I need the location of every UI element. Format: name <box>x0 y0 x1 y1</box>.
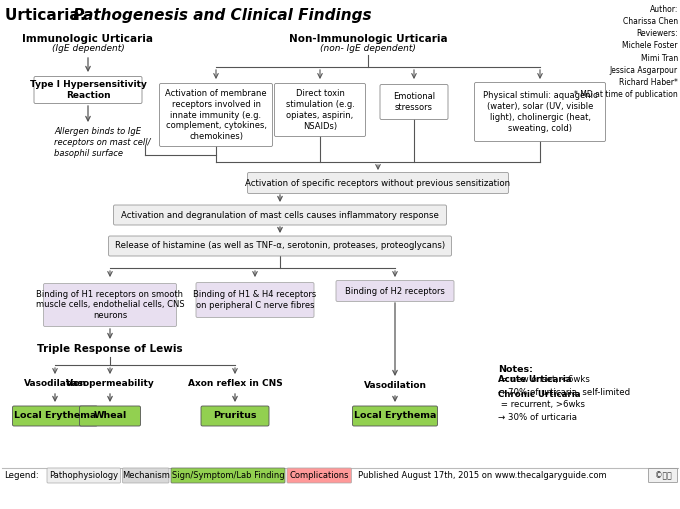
Text: Urticaria:: Urticaria: <box>5 8 91 23</box>
Text: Notes:: Notes: <box>498 365 533 374</box>
Text: Axon reflex in CNS: Axon reflex in CNS <box>188 379 282 388</box>
FancyBboxPatch shape <box>80 406 141 426</box>
Text: Sign/Symptom/Lab Finding: Sign/Symptom/Lab Finding <box>171 471 284 480</box>
Text: Release of histamine (as well as TNF-α, serotonin, proteases, proteoglycans): Release of histamine (as well as TNF-α, … <box>115 241 445 250</box>
FancyBboxPatch shape <box>122 468 169 483</box>
Text: Vasopermeability: Vasopermeability <box>66 379 154 388</box>
Text: Author:
Charissa Chen
Reviewers:
Michele Foster
Mimi Tran
Jessica Asgarpour
Rich: Author: Charissa Chen Reviewers: Michele… <box>574 5 678 99</box>
FancyBboxPatch shape <box>287 468 352 483</box>
FancyBboxPatch shape <box>649 468 677 483</box>
FancyBboxPatch shape <box>47 468 120 483</box>
FancyBboxPatch shape <box>201 406 269 426</box>
Text: Pathogenesis and Clinical Findings: Pathogenesis and Clinical Findings <box>73 8 372 23</box>
Text: Type I Hypersensitivity
Reaction: Type I Hypersensitivity Reaction <box>29 80 146 100</box>
FancyBboxPatch shape <box>114 205 447 225</box>
Text: Binding of H1 & H4 receptors
on peripheral C nerve fibres: Binding of H1 & H4 receptors on peripher… <box>193 290 317 310</box>
FancyBboxPatch shape <box>171 468 285 483</box>
Text: Binding of H1 receptors on smooth
muscle cells, endothelial cells, CNS
neurons: Binding of H1 receptors on smooth muscle… <box>35 290 184 320</box>
Text: Direct toxin
stimulation (e.g.
opiates, aspirin,
NSAIDs): Direct toxin stimulation (e.g. opiates, … <box>286 90 354 131</box>
Text: Pruritus: Pruritus <box>214 411 257 420</box>
FancyBboxPatch shape <box>336 280 454 301</box>
FancyBboxPatch shape <box>248 173 509 193</box>
Text: Triple Response of Lewis: Triple Response of Lewis <box>37 344 183 354</box>
Text: Published August 17th, 2015 on www.thecalgaryguide.com: Published August 17th, 2015 on www.theca… <box>358 471 607 480</box>
Text: Vasodilation: Vasodilation <box>24 379 86 388</box>
FancyBboxPatch shape <box>44 284 177 326</box>
Text: Binding of H2 receptors: Binding of H2 receptors <box>345 287 445 296</box>
FancyBboxPatch shape <box>275 83 366 136</box>
Text: Chronic Urticaria: Chronic Urticaria <box>498 390 581 399</box>
Text: Emotional
stressors: Emotional stressors <box>393 92 435 112</box>
FancyBboxPatch shape <box>109 236 452 256</box>
Text: (non- IgE dependent): (non- IgE dependent) <box>320 44 416 53</box>
Text: Local Erythema: Local Erythema <box>354 411 436 420</box>
FancyBboxPatch shape <box>380 84 448 120</box>
Text: Mechanism: Mechanism <box>122 471 170 480</box>
Text: Complications: Complications <box>290 471 349 480</box>
Text: Acute Urticaria: Acute Urticaria <box>498 375 571 384</box>
Text: Activation of membrane
receptors involved in
innate immunity (e.g.
complement, c: Activation of membrane receptors involve… <box>165 89 267 141</box>
Text: = new onset, <6wks
→ 70% of urticaria, self-limited
 = recurrent, >6wks
→ 30% of: = new onset, <6wks → 70% of urticaria, s… <box>498 375 630 421</box>
FancyBboxPatch shape <box>475 82 605 142</box>
Text: Activation of specific receptors without previous sensitization: Activation of specific receptors without… <box>245 179 511 187</box>
Text: Vasodilation: Vasodilation <box>364 381 426 390</box>
FancyBboxPatch shape <box>12 406 97 426</box>
Text: (IgE dependent): (IgE dependent) <box>52 44 124 53</box>
FancyBboxPatch shape <box>352 406 437 426</box>
Text: Activation and degranulation of mast cells causes inflammatory response: Activation and degranulation of mast cel… <box>121 211 439 219</box>
Text: Legend:: Legend: <box>4 471 39 480</box>
Text: Non-Immunologic Urticaria: Non-Immunologic Urticaria <box>289 34 447 44</box>
FancyBboxPatch shape <box>160 83 273 147</box>
Text: Local Erythema: Local Erythema <box>14 411 96 420</box>
Text: Allergen binds to IgE
receptors on mast cell/
basophil surface: Allergen binds to IgE receptors on mast … <box>54 127 150 158</box>
Text: Wheal: Wheal <box>93 411 126 420</box>
FancyBboxPatch shape <box>196 282 314 318</box>
Text: Immunologic Urticaria: Immunologic Urticaria <box>22 34 154 44</box>
FancyBboxPatch shape <box>34 76 142 103</box>
Text: ©ⓄⓈ: ©ⓄⓈ <box>655 471 671 480</box>
Text: Physical stimuli: aquagenic
(water), solar (UV, visible
light), cholinergic (hea: Physical stimuli: aquagenic (water), sol… <box>483 92 597 133</box>
Text: Pathophysiology: Pathophysiology <box>49 471 118 480</box>
